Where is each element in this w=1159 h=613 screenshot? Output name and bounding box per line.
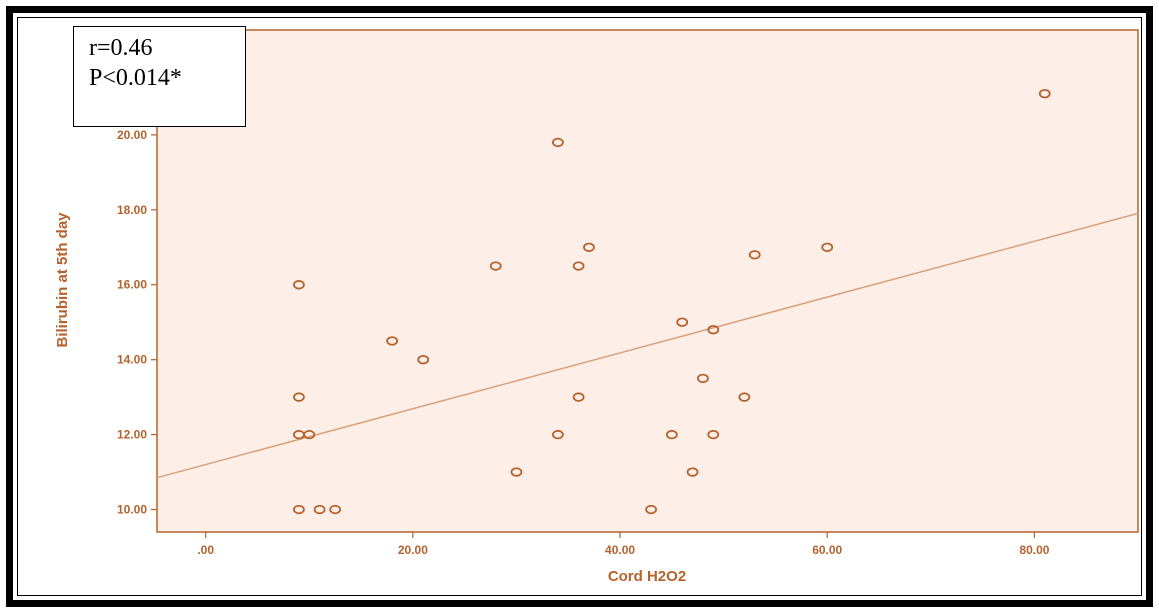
data-point bbox=[303, 429, 316, 440]
x-tick-label: .00 bbox=[197, 543, 214, 557]
plot-area bbox=[156, 29, 1139, 533]
correlation-r: r=0.46 bbox=[89, 35, 153, 61]
data-points bbox=[293, 88, 1051, 515]
y-tick-label: 20.00 bbox=[117, 128, 147, 142]
x-axis-title: Cord H2O2 bbox=[608, 568, 686, 585]
x-tick-label: 40.00 bbox=[605, 543, 635, 557]
y-axis: 10.00 12.00 14.00 16.00 18.00 20.00 bbox=[117, 128, 157, 517]
data-point bbox=[697, 373, 709, 384]
y-tick-label: 10.00 bbox=[117, 503, 147, 517]
x-tick-label: 60.00 bbox=[812, 543, 842, 557]
data-point bbox=[676, 317, 689, 327]
data-point bbox=[293, 392, 305, 402]
data-point bbox=[645, 504, 658, 515]
x-tick-label: 80.00 bbox=[1019, 543, 1049, 557]
fit-line-group bbox=[156, 212, 1139, 479]
data-point bbox=[386, 336, 399, 346]
data-point bbox=[417, 354, 430, 365]
data-point bbox=[313, 504, 326, 515]
y-tick-label: 14.00 bbox=[117, 353, 147, 367]
y-tick-label: 18.00 bbox=[117, 203, 147, 217]
data-point bbox=[572, 261, 585, 271]
data-point bbox=[821, 242, 834, 252]
data-point bbox=[489, 261, 502, 271]
data-point bbox=[707, 325, 720, 335]
data-point bbox=[293, 280, 305, 290]
data-point bbox=[707, 429, 720, 440]
data-point bbox=[665, 429, 678, 440]
data-point bbox=[572, 392, 585, 402]
data-point bbox=[686, 467, 699, 477]
data-point bbox=[1038, 88, 1051, 99]
data-point bbox=[551, 137, 564, 148]
y-tick-label: 16.00 bbox=[117, 278, 147, 292]
data-point bbox=[551, 429, 564, 440]
x-tick-label: 20.00 bbox=[398, 543, 428, 557]
x-axis: .00 20.00 40.00 60.00 80.00 bbox=[197, 532, 1050, 557]
data-point bbox=[738, 392, 751, 402]
data-point bbox=[293, 504, 305, 515]
correlation-p: P<0.014* bbox=[89, 65, 182, 91]
correlation-annotation: r=0.46 P<0.014* bbox=[73, 26, 246, 127]
y-axis-title: Bilirubin at 5th day bbox=[54, 212, 71, 348]
y-tick-label: 12.00 bbox=[117, 428, 147, 442]
data-point bbox=[329, 504, 342, 515]
data-point bbox=[748, 250, 761, 260]
data-point bbox=[583, 242, 595, 252]
data-point bbox=[510, 467, 523, 477]
regression-line bbox=[156, 212, 1139, 479]
